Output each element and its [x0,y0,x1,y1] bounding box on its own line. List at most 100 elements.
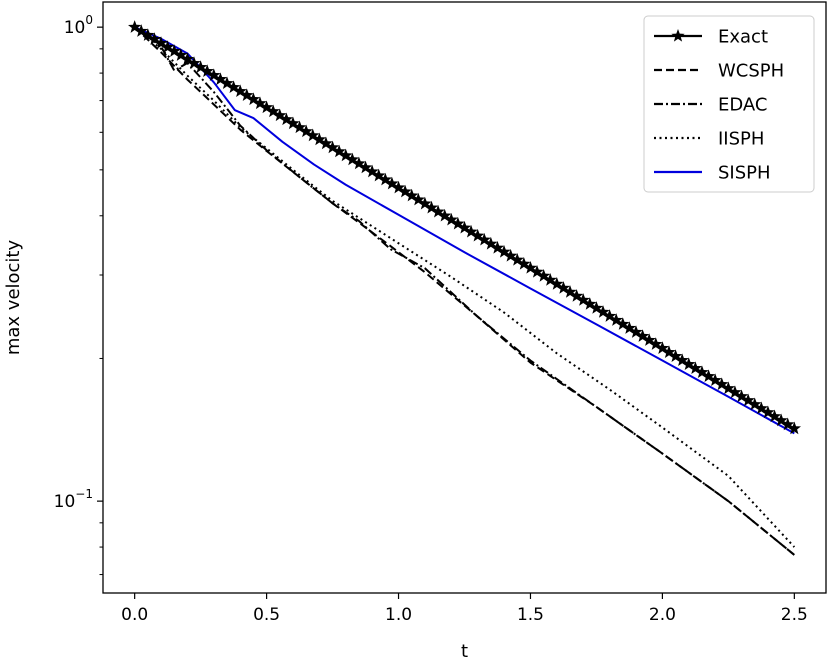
exact-point-43 [411,192,425,206]
x-tick-label-0: 0.0 [121,605,148,625]
exact-point-70 [589,301,604,314]
exact-point-65 [556,281,571,294]
series-edac [134,26,795,556]
exact-point-42 [405,188,419,202]
exact-point-93 [741,393,755,407]
exact-point-66 [563,285,577,298]
exact-point-87 [701,369,716,383]
exact-point-86 [695,365,709,379]
exact-point-92 [734,389,749,403]
x-tick-label-3: 1.5 [517,605,544,625]
exact-point-45 [424,200,439,214]
exact-point-22 [273,108,287,122]
exact-point-2 [141,28,155,41]
exact-point-24 [286,116,300,130]
exact-point-7 [174,48,188,61]
exact-point-52 [471,228,485,242]
exact-point-83 [675,353,689,366]
exact-point-12 [207,68,221,81]
exact-point-50 [457,220,472,234]
exact-point-36 [365,164,379,178]
exact-point-37 [372,168,386,182]
exact-point-30 [325,140,340,154]
exact-point-90 [721,381,736,395]
series-line-wcsph [133,26,795,556]
exact-point-46 [431,204,445,218]
exact-point-3 [147,32,162,45]
exact-point-6 [167,44,181,57]
exact-point-55 [490,240,505,254]
exact-point-5 [160,40,175,53]
exact-point-61 [530,265,544,278]
exact-point-41 [398,184,412,198]
exact-point-98 [774,413,788,427]
legend-marker-exact [671,29,685,42]
exact-point-67 [569,289,584,302]
exact-point-94 [748,397,762,411]
exact-point-78 [642,333,656,346]
exact-point-44 [418,196,432,210]
x-tick-label-2: 1.0 [385,605,412,625]
x-axis-label: t [461,641,468,662]
exact-point-63 [543,273,557,286]
series-line-edac [134,26,795,556]
exact-point-59 [517,256,531,270]
exact-point-58 [510,252,524,266]
exact-point-35 [358,160,373,174]
exact-point-28 [312,132,327,146]
exact-point-84 [682,357,696,370]
exact-point-51 [464,224,478,238]
exact-point-34 [352,156,366,170]
exact-point-72 [602,309,617,322]
exact-point-100 [787,421,801,435]
x-tick-label-1: 0.5 [253,605,280,625]
exact-point-49 [451,216,465,230]
legend-label-edac: EDAC [718,95,767,116]
x-tick-label-4: 2.0 [649,605,676,625]
exact-point-77 [635,329,650,342]
legend-item-edac: EDAC [654,95,767,116]
exact-point-25 [292,120,307,134]
exact-point-26 [299,124,313,138]
exact-point-39 [385,176,399,190]
exact-point-27 [306,128,320,142]
exact-point-33 [345,152,360,166]
exact-point-32 [339,148,353,162]
series-exact [128,20,801,435]
exact-point-48 [444,212,458,226]
exact-point-38 [378,172,392,186]
exact-point-13 [213,72,228,85]
exact-point-62 [537,269,551,282]
series-wcsph [133,26,795,556]
y-tick-label-0: 100 [64,13,93,38]
series-layer [128,20,801,556]
y-tick-label-1: 10−1 [54,487,93,512]
exact-point-64 [550,277,564,290]
exact-point-29 [319,136,333,150]
exact-point-82 [668,349,683,362]
plot-frame [102,1,827,594]
exact-point-17 [240,88,254,102]
exact-point-56 [497,244,511,258]
exact-point-96 [761,405,775,419]
exact-point-75 [622,321,637,334]
exact-point-23 [279,112,294,126]
exact-point-97 [767,409,782,423]
legend-label-exact: Exact [718,27,768,48]
exact-point-47 [438,208,452,222]
exact-point-40 [391,180,406,194]
exact-point-18 [246,92,261,106]
exact-point-60 [523,261,538,274]
exact-point-88 [708,373,722,387]
exact-point-57 [504,248,518,262]
exact-point-10 [193,60,208,73]
x-tick-label-5: 2.5 [781,605,808,625]
exact-point-4 [154,36,168,49]
exact-point-71 [596,305,610,318]
exact-point-31 [332,144,346,158]
legend-item-exact: Exact [654,27,768,48]
legend-label-sisph: SISPH [718,163,771,184]
exact-point-19 [253,96,267,110]
legend-box [643,15,815,193]
exact-point-68 [576,293,590,306]
